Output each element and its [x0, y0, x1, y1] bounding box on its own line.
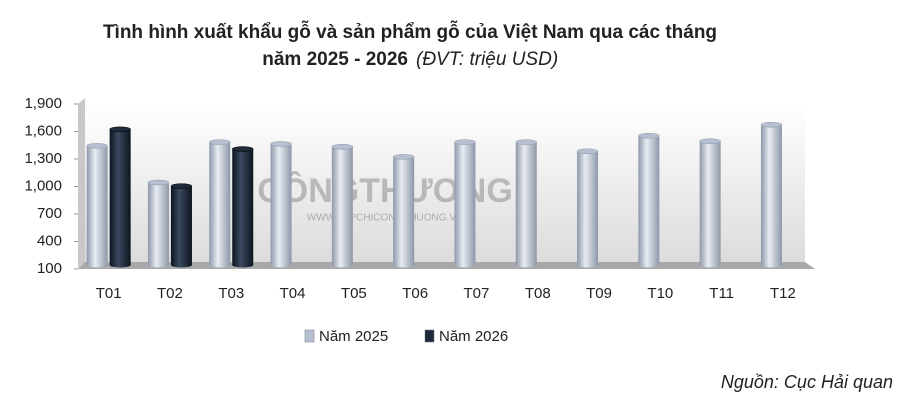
x-tick-label: T09: [586, 285, 612, 302]
bar: [232, 149, 254, 265]
bar: [109, 129, 131, 265]
bar-cap: [515, 262, 537, 268]
bar: [170, 186, 192, 265]
bar: [760, 124, 782, 265]
bar-cap: [454, 139, 476, 145]
bar: [515, 142, 537, 265]
bar-cap: [392, 154, 415, 160]
bar-cap: [515, 139, 537, 145]
bar: [638, 135, 660, 265]
bar-cap: [760, 122, 783, 128]
chart-title: năm 2025 - 2026: [262, 49, 408, 70]
bar-cap: [86, 143, 108, 149]
x-tick-label: T02: [157, 285, 183, 302]
bar-cap: [232, 262, 254, 268]
side-wall: [78, 98, 85, 269]
bar-cap: [638, 133, 660, 139]
bar-cap: [86, 262, 108, 268]
bar: [577, 151, 599, 265]
y-tick-label: 700: [37, 205, 62, 222]
bar: [270, 144, 292, 265]
bar-cap: [209, 139, 231, 145]
bar-cap: [232, 146, 254, 152]
y-tick-label: 1,300: [24, 150, 62, 167]
bar-cap: [147, 262, 169, 268]
y-tick-label: 1,000: [24, 177, 62, 194]
bar-cap: [699, 262, 721, 268]
watermark: WWW.TAPCHICONGTHUONG.VN: [307, 213, 463, 224]
legend-label: Năm 2025: [319, 328, 388, 345]
y-tick-label: 1,900: [24, 95, 62, 112]
bar-cap: [577, 262, 599, 268]
x-tick-label: T11: [709, 285, 734, 302]
bar-cap: [109, 262, 131, 268]
x-tick-label: T08: [525, 285, 551, 302]
x-tick-label: T12: [770, 285, 796, 302]
y-tick-label: 400: [37, 232, 62, 249]
bar-cap: [760, 262, 782, 268]
bar-cap: [638, 262, 660, 268]
back-wall: [85, 104, 805, 262]
x-tick-label: T01: [96, 285, 122, 302]
bar-cap: [331, 144, 354, 150]
bar: [331, 146, 353, 265]
bar: [699, 141, 721, 265]
bar-cap: [393, 262, 415, 268]
source: Nguồn: Cục Hải quan: [721, 372, 893, 392]
y-tick-label: 1,600: [24, 122, 62, 139]
bar-cap: [109, 126, 131, 133]
bar-cap: [147, 179, 170, 186]
x-tick-label: T04: [280, 285, 306, 302]
bar-cap: [209, 262, 231, 268]
bar-cap: [331, 262, 353, 268]
x-tick-label: T10: [647, 285, 673, 302]
bar-cap: [170, 183, 193, 189]
chart-title: Tình hình xuất khẩu gỗ và sản phẩm gỗ củ…: [103, 21, 717, 43]
legend-label: Năm 2026: [439, 328, 508, 345]
bar: [147, 182, 169, 265]
bar-cap: [270, 141, 292, 147]
legend-swatch: [304, 329, 315, 343]
bar-cap: [576, 148, 599, 155]
x-tick-label: T03: [218, 285, 244, 302]
bar-cap: [699, 138, 721, 144]
bar: [393, 156, 415, 265]
bar: [86, 145, 108, 265]
bar: [209, 142, 231, 265]
y-tick-label: 100: [37, 260, 62, 277]
bar: [454, 142, 476, 265]
legend-swatch: [424, 329, 435, 343]
x-tick-label: T06: [402, 285, 428, 302]
bar-cap: [170, 262, 192, 268]
x-tick-label: T05: [341, 285, 367, 302]
chart-unit: (ĐVT: triệu USD): [416, 49, 558, 70]
bar-cap: [454, 262, 476, 268]
bar-cap: [270, 262, 292, 268]
x-tick-label: T07: [464, 285, 490, 302]
floor: [78, 262, 815, 269]
